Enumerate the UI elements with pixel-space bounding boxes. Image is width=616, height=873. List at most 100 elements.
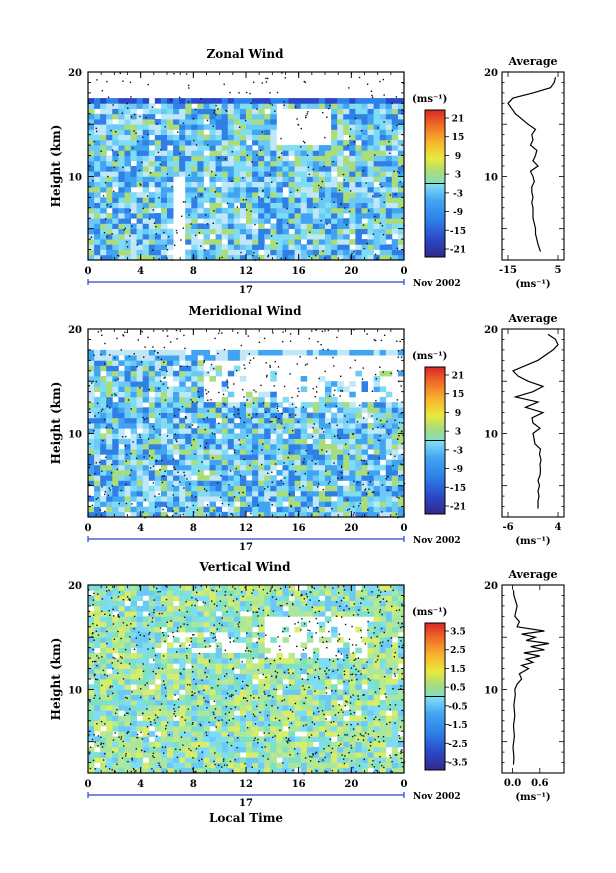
meridional-x-tick-label: 4 <box>137 523 144 534</box>
vertical-contours <box>88 585 406 775</box>
meridional-avg-profile <box>511 333 559 509</box>
vertical-x-tick-label: 20 <box>344 779 358 790</box>
vertical-x-ticks: 0 4 8 12 16 20 0 <box>85 585 408 790</box>
vertical-x-tick-label: 16 <box>292 779 306 790</box>
meridional-avg-y-tick: 10 <box>484 429 498 440</box>
vertical-x-tick-label: 4 <box>137 779 144 790</box>
meridional-colorbar-tick: -15 <box>450 484 466 494</box>
zonal-y-tick-label: 20 <box>68 68 82 79</box>
vertical-x-tick-label: 0 <box>85 779 92 790</box>
vertical-avg-profile <box>512 590 550 765</box>
meridional-colorbar-tick: -21 <box>450 503 466 513</box>
zonal-colorbar-tick: 9 <box>455 152 461 162</box>
vertical-colorbar-tick: 0.5 <box>450 684 466 694</box>
vertical-x-tick-label: 8 <box>190 779 197 790</box>
vertical-x-tick-label: 12 <box>239 779 253 790</box>
zonal-x-tick-label: 8 <box>190 266 197 277</box>
zonal-x-tick-label: 0 <box>401 266 408 277</box>
vertical-colorbar-tick: 1.5 <box>450 665 466 675</box>
meridional-x-tick-label: 20 <box>344 523 358 534</box>
vertical-ylabel: Height (km) <box>49 638 63 721</box>
zonal-title: Zonal Wind <box>207 47 285 61</box>
meridional-x-tick-label: 8 <box>190 523 197 534</box>
zonal-colorbar-tick: 3 <box>455 171 461 181</box>
meridional-heatmap <box>88 349 405 518</box>
zonal-x-tick-label: 4 <box>137 266 144 277</box>
zonal-colorbar-tick: -3 <box>453 189 463 199</box>
vertical-colorbar-unit: (ms⁻¹) <box>412 607 447 618</box>
zonal-average-panel: Average 20 10 -15 5 (ms⁻¹) <box>484 55 565 290</box>
meridional-colorbar-tick: 3 <box>455 428 461 438</box>
meridional-avg-y-tick: 20 <box>484 325 498 336</box>
zonal-avg-x-tick: -15 <box>499 265 517 276</box>
vertical-avg-title: Average <box>507 568 557 581</box>
zonal-x-tick-label: 20 <box>344 266 358 277</box>
zonal-colorbar-tick: -21 <box>450 246 466 256</box>
meridional-colorbar-tick: -3 <box>453 446 463 456</box>
zonal-x-tick-label: 12 <box>239 266 253 277</box>
vertical-y-tick-label: 10 <box>68 685 82 696</box>
zonal-avg-unit: (ms⁻¹) <box>515 279 550 290</box>
meridional-day-label: 17 <box>239 542 253 553</box>
meridional-avg-x-tick: 4 <box>555 522 562 533</box>
zonal-avg-profile <box>507 77 557 252</box>
zonal-heatmap <box>88 98 405 261</box>
zonal-day-label: 17 <box>239 285 253 296</box>
zonal-colorbar-tick: -15 <box>450 227 466 237</box>
vertical-avg-y-tick: 20 <box>484 581 498 592</box>
meridional-colorbar-tick: 15 <box>452 390 465 400</box>
meridional-y-tick-label: 20 <box>68 325 82 336</box>
vertical-average-panel: Average 20 10 0.0 0.6 (ms⁻¹) <box>484 568 565 803</box>
meridional-x-tick-label: 0 <box>401 523 408 534</box>
zonal-colorbar-tick: -9 <box>453 208 463 218</box>
vertical-colorbar-tick: 2.5 <box>450 646 466 656</box>
zonal-x-tick-label: 0 <box>85 266 92 277</box>
zonal-contours <box>88 72 405 261</box>
zonal-date-label: Nov 2002 <box>413 279 461 289</box>
vertical-avg-unit: (ms⁻¹) <box>515 792 550 803</box>
zonal-colorbar-unit: (ms⁻¹) <box>412 94 447 105</box>
meridional-ylabel: Height (km) <box>49 382 63 465</box>
meridional-y-tick-label: 10 <box>68 429 82 440</box>
zonal-avg-title: Average <box>507 55 557 68</box>
zonal-avg-y-tick: 10 <box>484 172 498 183</box>
meridional-colorbar-tick: -9 <box>453 465 463 475</box>
vertical-colorbar-tick: -0.5 <box>448 702 467 712</box>
meridional-date-label: Nov 2002 <box>413 536 461 546</box>
vertical-colorbar-tick: -2.5 <box>448 740 467 750</box>
meridional-colorbar-tick: 9 <box>455 409 461 419</box>
zonal-avg-y-tick: 20 <box>484 68 498 79</box>
zonal-x-tick-label: 16 <box>292 266 306 277</box>
vertical-day-label: 17 <box>239 798 253 809</box>
zonal-y-tick-label: 10 <box>68 172 82 183</box>
meridional-average-panel: Average 20 10 -6 4 (ms⁻¹) <box>484 312 565 547</box>
zonal-colorbar-tick: 21 <box>452 115 465 125</box>
zonal-x-ticks: 0 4 8 12 16 20 0 <box>85 72 408 277</box>
vertical-y-tick-label: 20 <box>68 581 82 592</box>
vertical-date-label: Nov 2002 <box>413 792 461 802</box>
vertical-avg-x-tick: 0.6 <box>531 778 548 789</box>
meridional-x-tick-label: 12 <box>239 523 253 534</box>
vertical-title: Vertical Wind <box>198 560 291 574</box>
zonal-colorbar-tick: 15 <box>452 133 465 143</box>
meridional-avg-title: Average <box>507 312 557 325</box>
vertical-colorbar-tick: -3.5 <box>448 759 467 769</box>
vertical-colorbar-tick: 3.5 <box>450 628 466 638</box>
vertical-xlabel: Local Time <box>209 811 283 825</box>
meridional-title: Meridional Wind <box>189 304 303 318</box>
vertical-colorbar-tick: -1.5 <box>448 721 467 731</box>
meridional-avg-unit: (ms⁻¹) <box>515 536 550 547</box>
zonal-avg-x-tick: 5 <box>555 265 562 276</box>
meridional-contours <box>88 329 406 519</box>
meridional-x-tick-label: 0 <box>85 523 92 534</box>
zonal-ylabel: Height (km) <box>49 125 63 208</box>
vertical-avg-x-tick: 0.0 <box>504 778 521 789</box>
meridional-avg-x-tick: -6 <box>502 522 513 533</box>
